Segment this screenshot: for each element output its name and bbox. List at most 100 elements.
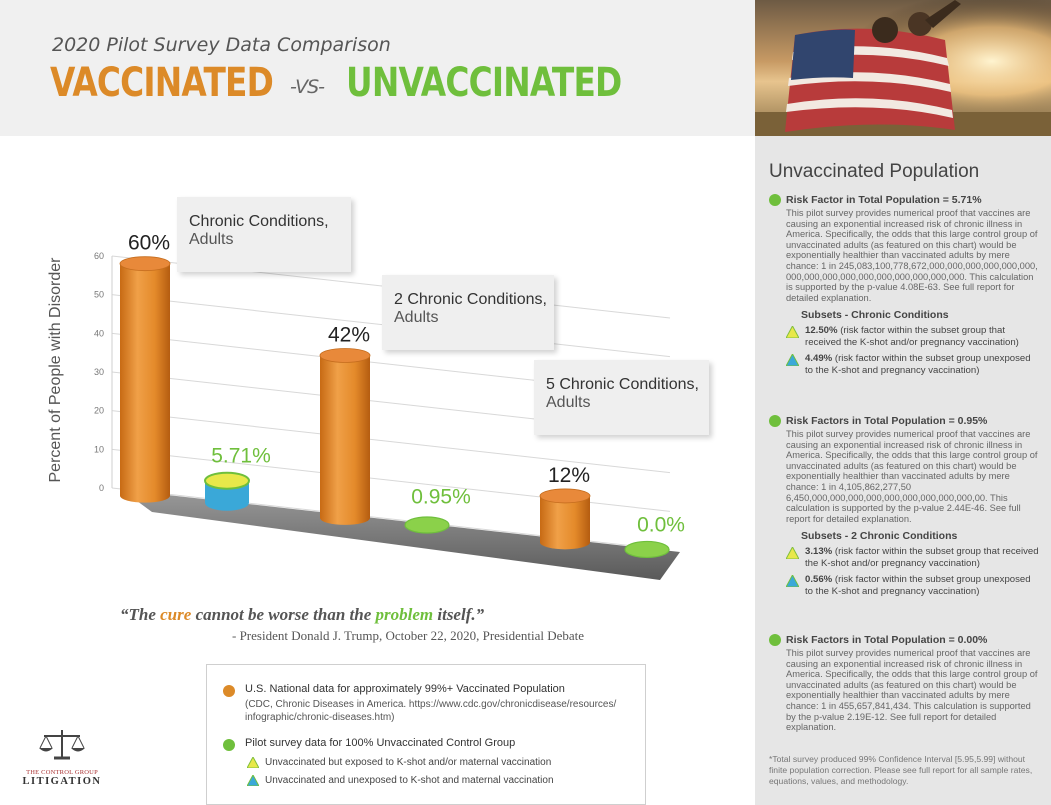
y-tick-label: 40 [94, 328, 104, 338]
title-vs: -VS- [290, 76, 325, 98]
header-banner: 2020 Pilot Survey Data Comparison VACCIN… [0, 0, 755, 136]
subset-item: 0.56% (risk factor within the subset gro… [786, 574, 1041, 598]
teal-triangle-icon [786, 354, 799, 367]
title-unvaccinated: UNVACCINATED [346, 60, 622, 106]
unvaccinated-value-label: 0.95% [411, 485, 471, 508]
category-label-box: 2 Chronic Conditions, Adults [382, 275, 554, 350]
unvaccinated-bar-top [404, 516, 450, 534]
y-tick-label: 60 [94, 251, 104, 261]
legend-vaccinated: U.S. National data for approximately 99%… [223, 683, 645, 724]
green-dot-icon [769, 415, 781, 427]
quote-close: itself.” [433, 605, 485, 624]
subset-pct: 0.56% [805, 574, 833, 586]
bars [119, 256, 670, 559]
risk-heading-2: Risk Factors in Total Population = 0.95% [769, 415, 1041, 427]
logo-text-bottom: LITIGATION [22, 776, 102, 787]
logo: THE CONTROL GROUP LITIGATION [22, 728, 102, 792]
orange-dot-icon [223, 685, 235, 697]
chart-floor-plane [122, 490, 680, 580]
subset-item: 4.49% (risk factor within the subset gro… [786, 353, 1041, 377]
vaccinated-bar [320, 355, 370, 525]
quote-block: “The cure cannot be worse than the probl… [120, 605, 680, 644]
subset-text: (risk factor within the subset group tha… [805, 325, 1019, 349]
y-axis: 0 10 20 30 40 50 60 Percent of People with Diso… [47, 251, 113, 493]
sidebar-panel: Unvaccinated Population Risk Factor in T… [755, 136, 1051, 805]
legend-vax-source: (CDC, Chronic Diseases in America. https… [245, 699, 617, 723]
category-label: 2 Chronic Conditions, [394, 291, 547, 308]
subset-item: 12.50% (risk factor within the subset gr… [786, 325, 1041, 349]
risk-heading-3: Risk Factors in Total Population = 0.00% [769, 634, 1041, 646]
category-label-box: 5 Chronic Conditions, Adults [534, 360, 709, 435]
vaccinated-bar-top [319, 348, 371, 363]
y-tick-label: 30 [94, 367, 104, 377]
green-dot-icon [769, 194, 781, 206]
risk-body-1: This pilot survey provides numerical pro… [786, 208, 1038, 303]
subsets-title-2: Subsets - 2 Chronic Conditions [801, 530, 958, 543]
risk-body-3: This pilot survey provides numerical pro… [786, 648, 1038, 733]
y-axis-title: Percent of People with Disorder [47, 257, 64, 483]
data-labels: 60% 5.71% 42% 0.95% 12% 0.0% [128, 232, 685, 537]
subset-text: (risk factor within the subset group tha… [805, 546, 1039, 570]
subset-pct: 12.50% [805, 325, 838, 337]
vaccinated-value-label: 42% [328, 323, 370, 346]
quote-problem: problem [375, 605, 434, 624]
subset-pct: 4.49% [805, 353, 833, 365]
yellow-triangle-icon [786, 326, 799, 339]
vaccinated-bar [540, 495, 590, 550]
sidebar-title: Unvaccinated Population [769, 161, 980, 182]
footnote: *Total survey produced 99% Confidence In… [769, 754, 1033, 786]
yellow-triangle-icon [247, 757, 259, 768]
vaccinated-value-label: 60% [128, 232, 170, 255]
subset-text: (risk factor within the subset group une… [805, 574, 1031, 598]
green-dot-icon [223, 739, 235, 751]
subset-item: 3.13% (risk factor within the subset gro… [786, 546, 1041, 570]
teal-triangle-icon [247, 775, 259, 786]
risk-heading-3-text: Risk Factors in Total Population = 0.00% [786, 634, 988, 646]
flag-family-photo [755, 0, 1051, 136]
page-subtitle: 2020 Pilot Survey Data Comparison [52, 34, 391, 56]
unvaccinated-bar-top [624, 540, 670, 559]
y-tick-label: 0 [99, 483, 104, 493]
category-sublabel: Adults [189, 231, 234, 248]
chart-floor [122, 490, 680, 580]
risk-heading-1: Risk Factor in Total Population = 5.71% [769, 194, 1041, 206]
quote-mid: cannot be worse than the [191, 605, 376, 624]
gridline [111, 410, 671, 474]
risk-section-1: Risk Factor in Total Population = 5.71% … [769, 194, 1041, 377]
risk-heading-2-text: Risk Factors in Total Population = 0.95% [786, 415, 988, 427]
logo-text-top: THE CONTROL GROUP [26, 769, 98, 776]
y-tick-label: 50 [94, 290, 104, 300]
yellow-triangle-icon [786, 547, 799, 560]
unvaccinated-value-label: 0.0% [637, 513, 685, 536]
unvaccinated-value-label: 5.71% [211, 445, 271, 468]
subset-pct: 3.13% [805, 546, 833, 558]
title-vaccinated: VACCINATED [50, 60, 274, 106]
vaccinated-value-label: 12% [548, 464, 590, 487]
category-label: Chronic Conditions, [189, 213, 329, 230]
quote-cure: cure [160, 605, 192, 624]
risk-section-3: Risk Factors in Total Population = 0.00%… [769, 634, 1041, 733]
quote-open: “The [120, 605, 161, 624]
category-sublabel: Adults [394, 309, 439, 326]
hero-photo [755, 0, 1051, 136]
teal-triangle-icon [786, 575, 799, 588]
legend-sub-exposed: Unvaccinated but exposed to K-shot and/o… [247, 757, 551, 768]
y-tick-label: 10 [94, 444, 104, 454]
quote-text: “The cure cannot be worse than the probl… [120, 605, 680, 625]
category-sublabel: Adults [546, 394, 591, 411]
legend-sub1-label: Unvaccinated but exposed to K-shot and/o… [265, 757, 552, 768]
y-tick-label: 20 [94, 406, 104, 416]
vaccinated-bar-top [119, 256, 171, 272]
subset-text: (risk factor within the subset group une… [805, 353, 1031, 377]
legend-vax-label: U.S. National data for approximately 99%… [245, 683, 565, 695]
category-label-box: Chronic Conditions, Adults [177, 197, 351, 272]
unvaccinated-bar-top [204, 471, 250, 490]
vaccinated-bar [120, 263, 170, 503]
risk-heading-1-text: Risk Factor in Total Population = 5.71% [786, 194, 982, 206]
scales-of-justice-icon [39, 730, 85, 760]
green-dot-icon [769, 634, 781, 646]
risk-body-2: This pilot survey provides numerical pro… [786, 429, 1038, 524]
quote-attribution: - President Donald J. Trump, October 22,… [232, 628, 585, 643]
legend-sub2-label: Unvaccinated and unexposed to K-shot and… [265, 775, 554, 786]
legend-unvax-label: Pilot survey data for 100% Unvaccinated … [245, 737, 516, 749]
